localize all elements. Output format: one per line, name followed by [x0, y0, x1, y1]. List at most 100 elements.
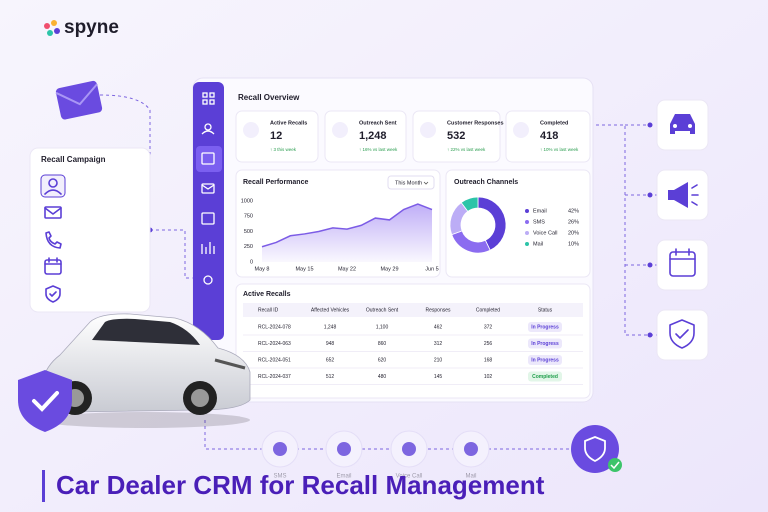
y-tick-label: 250 [244, 244, 253, 250]
legend-value: 10% [568, 241, 579, 247]
channel-label: Voice Call [396, 474, 423, 480]
stat-card [324, 110, 407, 163]
table-header-bg [243, 303, 583, 317]
table-cell: 948 [326, 341, 335, 347]
stat-icon [243, 122, 259, 138]
stat-label: Customer Responses [447, 120, 504, 126]
table-cell: 512 [326, 374, 335, 380]
line [261, 203, 433, 248]
stat-change: ↑ 3 this week [270, 147, 297, 152]
stat-value: 12 [270, 130, 282, 142]
legend-swatch [525, 231, 529, 235]
dot [647, 262, 653, 268]
stat-card [412, 110, 501, 163]
headline: Car Dealer CRM for Recall Management [56, 470, 545, 500]
shield-badge [18, 370, 72, 432]
table-cell: 312 [434, 341, 443, 347]
stat-label: Outreach Sent [359, 120, 397, 126]
status-text: In Progress [531, 324, 559, 330]
table-cell: 145 [434, 374, 443, 380]
section-title: Recall Overview [238, 93, 300, 102]
stat-change: ↑ 16% vs last week [359, 147, 398, 152]
column-header: Outreach Sent [366, 307, 399, 313]
table-cell: RCL-2024-051 [258, 357, 291, 363]
table-cell: RCL-2024-063 [258, 341, 291, 347]
column-header: Completed [476, 307, 500, 313]
legend-value: 42% [568, 208, 579, 214]
status-badge [528, 322, 562, 332]
table-cell: 652 [326, 357, 335, 363]
y-tick-label: 1000 [241, 198, 253, 204]
stat-card [505, 110, 591, 163]
table-cell: 1,100 [376, 324, 389, 330]
column-header: Recall ID [258, 307, 279, 313]
channel-label: Email [336, 474, 351, 480]
status-text: In Progress [531, 341, 559, 347]
table-cell: 210 [434, 357, 443, 363]
stat-value: 532 [447, 130, 465, 142]
legend-swatch [525, 242, 529, 246]
table-cell: 462 [434, 324, 443, 330]
y-tick-label: 0 [250, 259, 253, 265]
campaign-icons [40, 174, 66, 303]
channel-icon [402, 442, 416, 456]
stat-value: 1,248 [359, 130, 387, 142]
dot [647, 192, 653, 198]
shield-circle [571, 425, 622, 473]
x-tick-label: May 8 [255, 266, 270, 272]
column-header: Responses [425, 307, 451, 313]
table-cell: 372 [484, 324, 493, 330]
legend-label: Mail [533, 241, 543, 247]
logo-text: spyne [64, 17, 119, 38]
x-tick-label: May 29 [380, 266, 398, 272]
table-cell: RCL-2024-078 [258, 324, 291, 330]
channel-icon [337, 442, 351, 456]
status-text: In Progress [531, 357, 559, 363]
sidebar-icons [196, 92, 222, 285]
table-cell: 620 [378, 357, 387, 363]
connector [99, 94, 193, 279]
legend-label: SMS [533, 219, 545, 225]
y-tick-label: 750 [244, 214, 253, 220]
stat-label: Completed [540, 120, 568, 126]
dot [647, 122, 653, 128]
dropdown[interactable] [387, 175, 435, 190]
column-header: Affected Vehicles [311, 307, 350, 313]
caret [423, 181, 429, 185]
dot [647, 332, 653, 338]
sidebar [193, 82, 224, 340]
card-title: Recall Campaign [41, 155, 106, 164]
x-tick-label: Jun 5 [425, 266, 438, 272]
area [262, 204, 432, 262]
legend-label: Voice Call [533, 230, 557, 236]
x-tick-label: May 22 [338, 266, 356, 272]
y-tick-label: 500 [244, 229, 253, 235]
table-cell: 102 [484, 374, 493, 380]
stat-icon [332, 122, 348, 138]
logo: spyne [44, 17, 119, 38]
table-cell: 168 [484, 357, 493, 363]
status-badge [528, 355, 562, 365]
channel-label: Mail [465, 474, 476, 480]
stat-icon [513, 122, 529, 138]
dropdown-label[interactable]: This Month [395, 180, 422, 186]
card-title: Recall Performance [243, 179, 308, 186]
headline-bar [42, 470, 45, 502]
stat-label: Active Recalls [270, 120, 307, 126]
right-icons [656, 99, 709, 361]
stat-icon [420, 122, 436, 138]
legend-value: 26% [568, 219, 579, 225]
card-title: Outreach Channels [454, 179, 518, 186]
channel-icon [273, 442, 287, 456]
legend-label: Email [533, 208, 547, 214]
channel-icon [464, 442, 478, 456]
status-badge [528, 338, 562, 349]
stat-change: ↑ 22% vs last week [447, 147, 486, 152]
column-header: Status [538, 307, 553, 313]
envelope-icon [55, 80, 103, 120]
stat-card [235, 110, 319, 163]
status-badge [528, 371, 562, 382]
table-cell: RCL-2024-037 [258, 374, 291, 380]
stat-value: 418 [540, 130, 558, 142]
